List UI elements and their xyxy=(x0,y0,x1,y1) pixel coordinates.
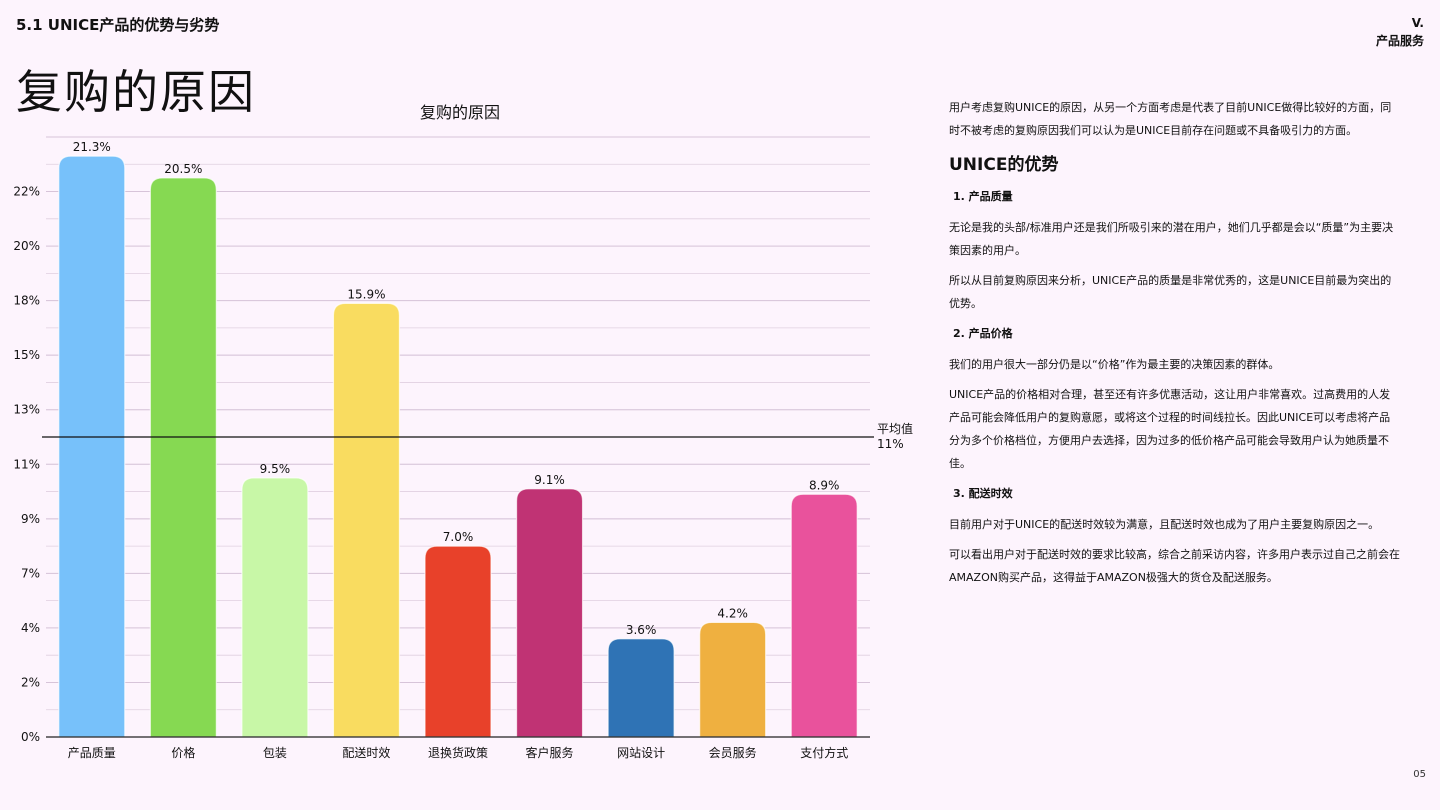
analysis-panel: 用户考虑复购UNICE的原因，从另一个方面考虑是代表了目前UNICE做得比较好的… xyxy=(949,96,1401,599)
section-label: 5.1 UNICE产品的优势与劣势 xyxy=(16,16,220,34)
x-tick-label: 价格 xyxy=(171,745,195,760)
bar xyxy=(241,477,309,738)
y-tick-label: 9% xyxy=(21,512,40,526)
average-label: 平均值 xyxy=(877,421,913,436)
y-tick-label: 11% xyxy=(13,457,40,471)
bar-value-label: 4.2% xyxy=(717,606,748,620)
bar xyxy=(149,177,217,738)
bar xyxy=(332,302,401,738)
advantage-title: 2. 产品价格 xyxy=(953,327,1013,340)
bar xyxy=(424,545,492,738)
bar-value-label: 9.1% xyxy=(534,473,565,487)
intro-text: 用户考虑复购UNICE的原因，从另一个方面考虑是代表了目前UNICE做得比较好的… xyxy=(949,101,1392,137)
y-tick-label: 7% xyxy=(21,566,40,580)
bar-value-label: 21.3% xyxy=(73,140,111,154)
y-tick-label: 13% xyxy=(13,403,40,417)
x-tick-label: 退换货政策 xyxy=(428,745,488,760)
y-tick-label: 2% xyxy=(21,675,40,689)
average-value-label: 11% xyxy=(877,437,904,451)
bar xyxy=(515,488,584,738)
advantage-price: 2. 产品价格 我们的用户很大一部分仍是以“价格”作为最主要的决策因素的群体。 … xyxy=(949,325,1401,475)
bar-value-label: 20.5% xyxy=(164,162,202,176)
y-tick-label: 15% xyxy=(13,348,40,362)
advantage-title: 1. 产品质量 xyxy=(953,190,1013,203)
x-tick-label: 会员服务 xyxy=(709,745,757,760)
advantage-paragraph: 可以看出用户对于配送时效的要求比较高，综合之前采访内容，许多用户表示过自己之前会… xyxy=(949,548,1400,584)
page-title: 复购的原因 xyxy=(16,64,256,119)
advantages-heading: UNICE的优势 xyxy=(949,155,1059,175)
x-tick-label: 包装 xyxy=(263,746,287,760)
chart-bars: 21.3% 产品质量 20.5% 价格 9.5% 包装 15.9% 配送时效 7.0% 退换货政策… xyxy=(46,140,870,760)
advantage-paragraph: 我们的用户很大一部分仍是以“价格”作为最主要的决策因素的群体。 xyxy=(949,358,1280,371)
page-number: 05 xyxy=(1413,769,1426,780)
y-tick-label: 4% xyxy=(21,621,40,635)
bar xyxy=(58,155,126,738)
advantage-title: 3. 配送时效 xyxy=(953,487,1013,500)
chapter-number: V. xyxy=(1411,16,1424,30)
bar-value-label: 15.9% xyxy=(347,287,385,301)
x-tick-label: 配送时效 xyxy=(342,745,390,760)
y-tick-label: 20% xyxy=(13,239,40,253)
bar-value-label: 3.6% xyxy=(626,623,657,637)
bar xyxy=(699,621,767,738)
bar-value-label: 8.9% xyxy=(809,478,840,492)
advantage-paragraph: 所以从目前复购原因来分析，UNICE产品的质量是非常优秀的，这是UNICE目前最… xyxy=(949,274,1392,310)
advantage-delivery: 3. 配送时效 目前用户对于UNICE的配送时效较为满意，且配送时效也成为了用户… xyxy=(949,485,1401,589)
chapter-name: 产品服务 xyxy=(1375,34,1424,48)
bar-value-label: 9.5% xyxy=(260,462,291,476)
y-tick-label: 22% xyxy=(13,185,40,199)
chapter-tag: V. 产品服务 xyxy=(1376,14,1424,50)
x-tick-label: 网站设计 xyxy=(617,746,665,760)
bar xyxy=(607,638,675,738)
y-tick-label: 0% xyxy=(21,730,40,744)
y-tick-label: 18% xyxy=(13,294,40,308)
x-tick-label: 客户服务 xyxy=(526,745,574,760)
advantage-paragraph: 目前用户对于UNICE的配送时效较为满意，且配送时效也成为了用户主要复购原因之一… xyxy=(949,518,1380,531)
chart-title: 复购的原因 xyxy=(420,103,500,122)
x-tick-label: 支付方式 xyxy=(800,745,848,760)
advantage-paragraph: 无论是我的头部/标准用户还是我们所吸引来的潜在用户，她们几乎都是会以“质量”为主… xyxy=(949,221,1394,257)
bar xyxy=(790,493,858,738)
bar-chart: 复购的原因 0% 2% 4% 7% 9% 11% 13% 15% 18% 20% 22% 21.3%… xyxy=(13,103,913,760)
bar-value-label: 7.0% xyxy=(443,530,474,544)
x-tick-label: 产品质量 xyxy=(68,746,116,760)
advantage-paragraph: UNICE产品的价格相对合理，甚至还有许多优惠活动，这让用户非常喜欢。过高费用的… xyxy=(949,388,1391,470)
advantage-quality: 1. 产品质量 无论是我的头部/标准用户还是我们所吸引来的潜在用户，她们几乎都是… xyxy=(949,188,1401,315)
